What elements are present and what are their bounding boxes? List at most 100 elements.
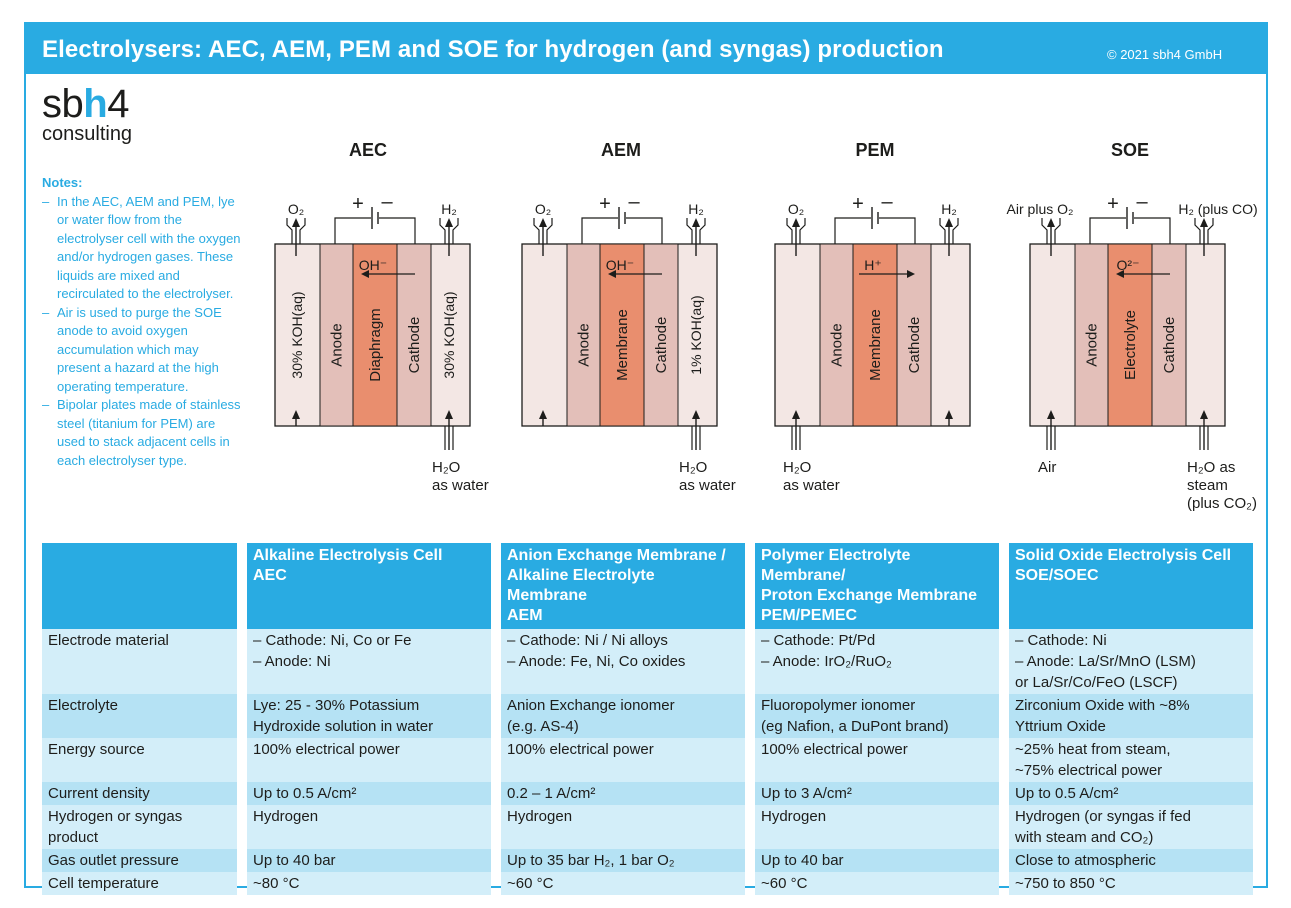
table-cell: Anion Exchange ionomer (e.g. AS-4): [501, 694, 745, 738]
table-cell: – Cathode: Ni / Ni alloys – Anode: Fe, N…: [501, 629, 745, 694]
gas-out-right-head: [1200, 218, 1208, 227]
flow-left-head: [539, 410, 547, 419]
table-cell: ~60 °C: [755, 872, 999, 895]
inlet-left-label: Air: [1038, 459, 1056, 476]
note-item: Air is used to purge the SOE anode to av…: [42, 304, 242, 397]
power-minus: –: [628, 191, 640, 213]
table-header: Solid Oxide Electrolysis Cell SOE/SOEC: [1009, 543, 1253, 629]
header-bar: [24, 22, 1268, 74]
table-cell: Zirconium Oxide with ~8% Yttrium Oxide: [1009, 694, 1253, 738]
table-header: Alkaline Electrolysis Cell AEC: [247, 543, 491, 629]
table-cell: Hydrogen: [501, 805, 745, 849]
layer-label-cathode: Cathode: [1161, 317, 1178, 374]
wire-left: [834, 217, 871, 244]
layer-label-cathode: Cathode: [653, 317, 670, 374]
gas-out-left-head: [539, 218, 547, 227]
flow-left-head: [292, 410, 300, 419]
layer-label-anode: Anode: [576, 323, 593, 366]
feed-in-right-head: [1200, 410, 1208, 419]
table-cell: – Cathode: Ni – Anode: La/Sr/MnO (LSM) o…: [1009, 629, 1253, 694]
pipe-top-left-r: [299, 218, 306, 244]
note-item: In the AEC, AEM and PEM, lye or water fl…: [42, 193, 242, 304]
row-label: Electrode material: [42, 629, 237, 694]
gas-out-left-head: [1047, 218, 1055, 227]
power-minus: –: [881, 191, 893, 213]
wire-right: [1134, 217, 1171, 244]
channel-right-label: 30% KOH(aq): [441, 291, 457, 378]
layer-label-diaphragm: Diaphragm: [367, 308, 384, 381]
inlet-right-label: H₂O: [679, 459, 707, 476]
company-logo: sbh4 consulting: [42, 84, 132, 144]
wire-right: [879, 217, 916, 244]
ion-arrow-head: [361, 270, 369, 278]
table-header: Anion Exchange Membrane / Alkaline Elect…: [501, 543, 745, 629]
gas-out-left-head: [292, 218, 300, 227]
table-cell: Hydrogen: [755, 805, 999, 849]
channel-left-label: 30% KOH(aq): [289, 291, 305, 378]
notes-panel: Notes: In the AEC, AEM and PEM, lye or w…: [42, 174, 242, 470]
table-row: Hydrogen or syngas product Hydrogen Hydrog…: [42, 805, 1253, 849]
pipe-top-left-r: [1054, 218, 1061, 244]
gas-out-left-head: [792, 218, 800, 227]
comparison-table: Alkaline Electrolysis Cell AEC Anion Exch…: [32, 543, 1263, 895]
ion-label: O²⁻: [1117, 257, 1140, 273]
table-cell: Close to atmospheric: [1009, 849, 1253, 872]
cell-title-aem: AEM: [601, 140, 641, 160]
wire-left: [581, 217, 618, 244]
inlet-right-label: H₂O as: [1187, 459, 1235, 476]
table-cell: – Cathode: Pt/Pd – Anode: IrO₂/RuO₂: [755, 629, 999, 694]
table-cell: Hydrogen: [247, 805, 491, 849]
wire-left: [1089, 217, 1126, 244]
table-cell: – Cathode: Ni, Co or Fe – Anode: Ni: [247, 629, 491, 694]
cell-diagram-soe: Anode Electrolyte Cathode O²⁻ + – Air plus O₂ H…: [1007, 191, 1258, 512]
inlet-left-label: H₂O: [783, 459, 811, 476]
ion-arrow-head: [608, 270, 616, 278]
table-cell: Up to 35 bar H₂, 1 bar O₂: [501, 849, 745, 872]
table-cell: ~60 °C: [501, 872, 745, 895]
note-item: Bipolar plates made of stainless steel (…: [42, 396, 242, 470]
feed-in-right-head: [692, 410, 700, 419]
feed-in-left-head: [1047, 410, 1055, 419]
table-cell: Up to 40 bar: [755, 849, 999, 872]
ion-label: OH⁻: [606, 257, 634, 273]
row-label: Hydrogen or syngas product: [42, 805, 237, 849]
table-cell: Up to 40 bar: [247, 849, 491, 872]
gas-out-right-head: [945, 218, 953, 227]
layer-label-electrolyte: Electrolyte: [1122, 310, 1139, 380]
table-row: Cell temperature ~80 °C ~60 °C ~60 °C ~750 t…: [42, 872, 1253, 895]
pipe-top-left-l: [1041, 218, 1048, 244]
layer-label-anode: Anode: [1084, 323, 1101, 366]
outlet-right-label: H₂: [688, 201, 704, 217]
inlet-left-label: as water: [783, 477, 840, 494]
table-row: Electrode material – Cathode: Ni, Co or F…: [42, 629, 1253, 694]
table-row: Current density Up to 0.5 A/cm² 0.2 – 1 A/…: [42, 782, 1253, 805]
cell-title-soe: SOE: [1110, 140, 1149, 160]
row-label: Gas outlet pressure: [42, 849, 237, 872]
table-cell: Lye: 25 - 30% Potassium Hydroxide soluti…: [247, 694, 491, 738]
inlet-right-label: as water: [679, 477, 736, 494]
pipe-top-left-l: [533, 218, 540, 244]
power-minus: –: [1136, 191, 1148, 213]
table-cell: Fluoropolymer ionomer (eg Nafion, a DuPo…: [755, 694, 999, 738]
table-cell: 100% electrical power: [501, 738, 745, 782]
outlet-left-label: Air plus O₂: [1007, 201, 1074, 217]
inlet-right-label: (plus CO₂): [1187, 495, 1257, 512]
table-cell: Up to 0.5 A/cm²: [247, 782, 491, 805]
gas-out-right-head: [445, 218, 453, 227]
table-header: Polymer Electrolyte Membrane/ Proton Exc…: [755, 543, 999, 629]
pipe-top-right-r: [1207, 218, 1214, 244]
power-plus: +: [352, 193, 364, 215]
table-header-blank: [42, 543, 237, 629]
table-cell: 100% electrical power: [755, 738, 999, 782]
inlet-right-label: as water: [432, 477, 489, 494]
table-cell: Hydrogen (or syngas if fed with steam an…: [1009, 805, 1253, 849]
pipe-top-left-l: [286, 218, 293, 244]
layer-label-membrane: Membrane: [867, 309, 884, 381]
outlet-right-label: H₂: [441, 201, 457, 217]
row-label: Current density: [42, 782, 237, 805]
flow-right-head: [945, 410, 953, 419]
